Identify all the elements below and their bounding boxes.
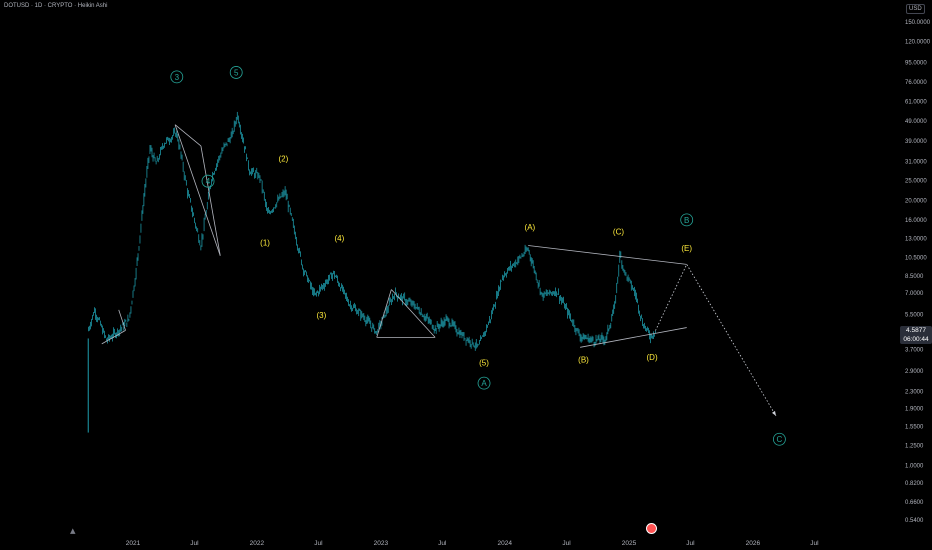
wave-label-circle xyxy=(170,70,184,84)
y-tick-label: 39.0000 xyxy=(905,139,927,145)
y-tick-label: 20.0000 xyxy=(905,198,927,204)
wave-label[interactable]: (C) xyxy=(613,227,624,236)
projection-arrow xyxy=(772,410,777,416)
trendline[interactable] xyxy=(174,124,221,256)
trendline[interactable] xyxy=(391,289,436,338)
y-tick-label: 1.5500 xyxy=(905,425,924,431)
wave-label[interactable]: 5 xyxy=(234,68,239,77)
wave-label[interactable]: 3 xyxy=(175,73,180,82)
trendline[interactable] xyxy=(118,309,126,331)
projection-line[interactable] xyxy=(655,263,777,417)
currency-badge[interactable]: USD xyxy=(906,4,925,14)
wave-label[interactable]: (E) xyxy=(681,244,692,253)
wave-label[interactable]: C xyxy=(777,435,783,444)
wave-label-circle xyxy=(477,376,491,390)
x-tick-label: Jul xyxy=(314,540,323,547)
y-tick-label: 2.9000 xyxy=(905,369,924,375)
x-tick-label: Jul xyxy=(562,540,571,547)
y-tick-label: 49.0000 xyxy=(905,119,927,125)
wave-label-circle xyxy=(772,432,786,446)
wave-label-circle xyxy=(201,174,215,188)
projection-path xyxy=(655,263,777,417)
y-tick-label: 2.3000 xyxy=(905,390,924,396)
candle-series xyxy=(87,111,656,433)
x-tick-label: 2023 xyxy=(374,540,389,547)
y-tick-label: 120.0000 xyxy=(905,40,931,46)
wave-label[interactable]: (D) xyxy=(647,353,658,362)
wave-label[interactable]: 4 xyxy=(206,177,211,186)
last-price-tag: 4.5877 06:00:44 xyxy=(900,326,932,344)
wave-label[interactable]: (4) xyxy=(335,234,345,243)
y-tick-label: 0.8200 xyxy=(905,481,924,487)
y-tick-label: 1.9000 xyxy=(905,407,924,413)
tradingview-logo-icon[interactable]: ▴ xyxy=(70,525,76,537)
time-axis[interactable]: 2021 Jul 2022 Jul 2023 Jul 2024 Jul 2025 Jul 2026 J… xyxy=(126,540,819,547)
y-tick-label: 13.0000 xyxy=(905,236,927,242)
y-tick-label: 95.0000 xyxy=(905,60,927,66)
trendline-group xyxy=(101,124,687,348)
trendline[interactable] xyxy=(101,330,126,345)
y-tick-label: 16.0000 xyxy=(905,218,927,224)
y-tick-label: 1.0000 xyxy=(905,463,924,469)
x-tick-label: Jul xyxy=(190,540,199,547)
y-tick-label: 7.0000 xyxy=(905,291,924,297)
y-tick-label: 8.5000 xyxy=(905,274,924,280)
price-axis[interactable]: 150.0000 120.0000 95.0000 76.0000 61.0000 49.… xyxy=(895,0,932,550)
y-tick-label: 10.5000 xyxy=(905,255,927,261)
y-tick-label: 25.0000 xyxy=(905,179,927,185)
wave-label[interactable]: (5) xyxy=(479,358,489,367)
x-tick-label: 2021 xyxy=(126,540,141,547)
wave-label[interactable]: (B) xyxy=(578,356,589,365)
y-tick-label: 1.2500 xyxy=(905,444,924,450)
wave-label[interactable]: (2) xyxy=(279,155,289,164)
wave-label[interactable]: (A) xyxy=(525,223,536,232)
x-tick-label: Jul xyxy=(438,540,447,547)
y-tick-label: 150.0000 xyxy=(905,20,931,26)
replay-cursor-icon[interactable] xyxy=(646,523,657,534)
y-tick-label: 31.0000 xyxy=(905,160,927,166)
ticker-title: DOTUSD · 1D · CRYPTO · Heikin Ashi xyxy=(4,3,108,9)
x-tick-label: 2024 xyxy=(498,540,513,547)
trendline[interactable] xyxy=(580,327,687,348)
x-tick-label: Jul xyxy=(810,540,819,547)
wave-label-circle xyxy=(680,213,694,227)
trendline[interactable] xyxy=(376,289,392,338)
wave-label[interactable]: (3) xyxy=(317,311,327,320)
last-price-value: 4.5877 xyxy=(906,327,926,334)
wave-label[interactable]: (1) xyxy=(260,239,270,248)
x-tick-label: 2026 xyxy=(746,540,761,547)
trendline[interactable] xyxy=(200,145,221,256)
y-tick-label: 0.6600 xyxy=(905,500,924,506)
wave-label[interactable]: B xyxy=(684,216,689,225)
bar-countdown: 06:00:44 xyxy=(903,336,929,343)
wave-label[interactable]: A xyxy=(481,379,487,388)
x-tick-label: Jul xyxy=(686,540,695,547)
y-tick-label: 61.0000 xyxy=(905,100,927,106)
y-tick-label: 0.5400 xyxy=(905,518,924,524)
y-tick-label: 3.7000 xyxy=(905,348,924,354)
wave-label-circle xyxy=(229,66,243,79)
trendline[interactable] xyxy=(528,245,687,265)
wave-labels: 3 5 4 (2) (1) (4) (3) (5) A (A) (B) (C) (D) B (E) C xyxy=(170,66,786,446)
x-tick-label: 2025 xyxy=(622,540,637,547)
trendline[interactable] xyxy=(174,124,202,147)
y-tick-label: 5.5000 xyxy=(905,313,924,319)
x-tick-label: 2022 xyxy=(250,540,265,547)
y-tick-label: 76.0000 xyxy=(905,80,927,86)
